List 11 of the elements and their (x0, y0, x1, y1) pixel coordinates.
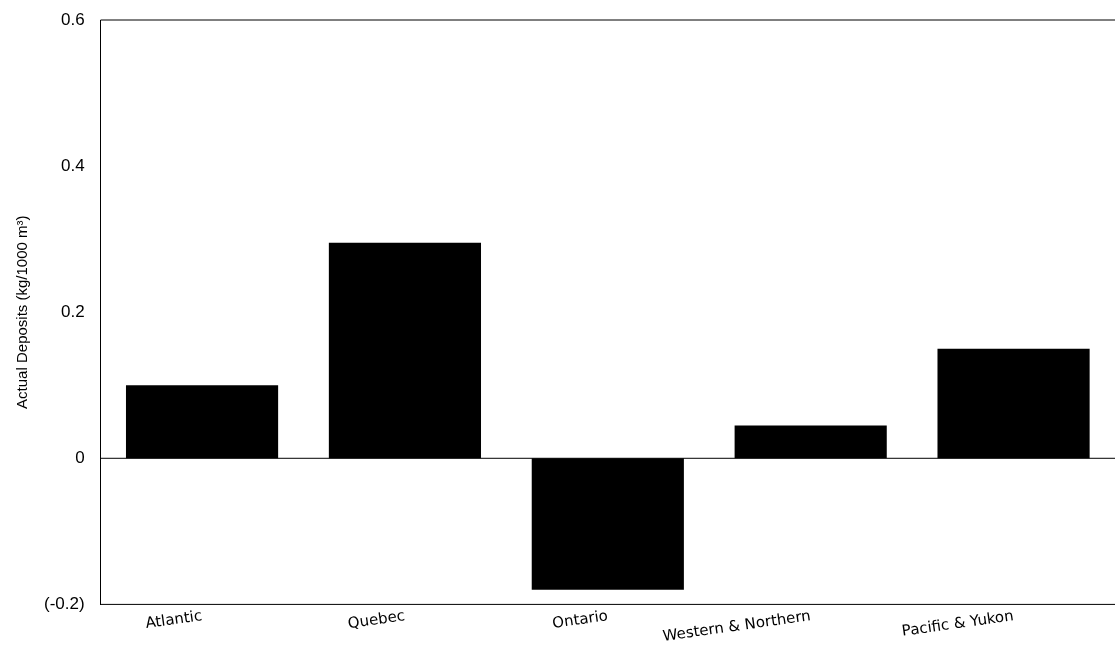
x-tick-label: Ontario (551, 606, 609, 632)
y-axis-title: Actual Deposits (kg/1000 m³) (13, 215, 31, 409)
x-tick-label: Quebec (346, 606, 407, 633)
y-tick-label: 0.6 (60, 9, 85, 29)
y-tick-label: (-0.2) (43, 594, 85, 614)
y-tick-label: 0 (75, 447, 85, 467)
x-tick-label: Atlantic (144, 606, 204, 633)
y-tick-label: 0.2 (60, 301, 85, 321)
x-tick-label: Western & Northern (661, 606, 812, 645)
y-tick-label: 0.4 (60, 155, 85, 175)
x-tick-label: Pacific & Yukon (900, 606, 1015, 640)
